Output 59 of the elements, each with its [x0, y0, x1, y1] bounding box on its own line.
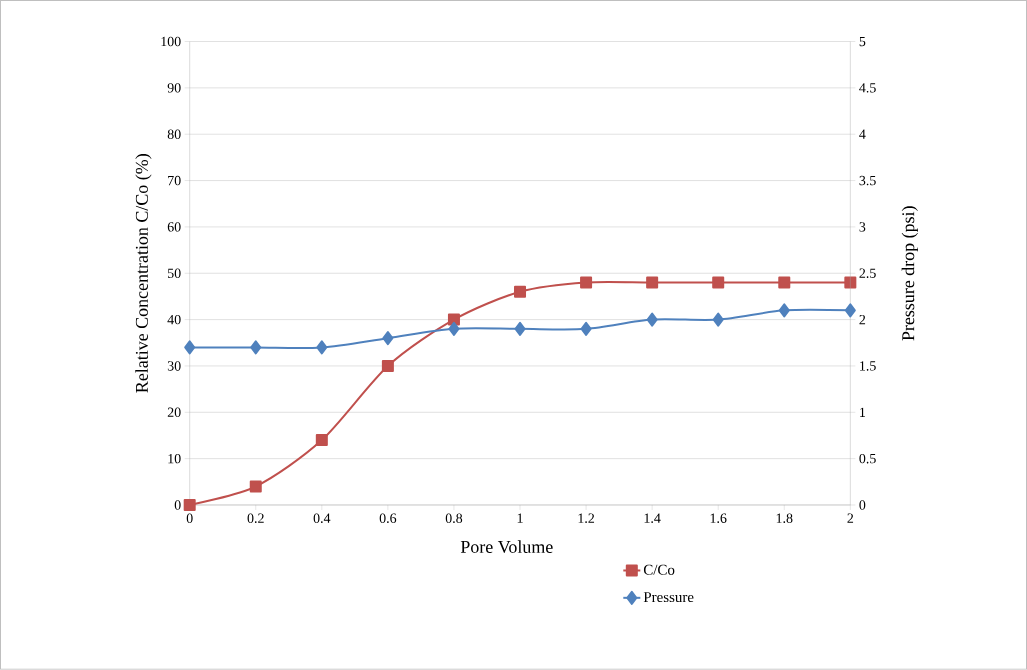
y2-tick-label: 3.5: [859, 176, 876, 186]
point: [580, 276, 593, 289]
point: [580, 322, 592, 337]
point: [315, 434, 328, 447]
point: [646, 276, 659, 289]
point: [844, 276, 857, 289]
point: [382, 331, 394, 346]
y2-tick-label: 1.5: [860, 361, 876, 371]
x-tick-label: 1.4: [644, 513, 661, 524]
point: [514, 322, 526, 337]
legend-label: Pressure: [643, 592, 694, 603]
x-axis-title: Pore Volume: [460, 540, 553, 554]
y2-tick-label: 2.5: [859, 268, 876, 279]
y2-axis-title: Pressure drop (psi): [901, 206, 918, 341]
y2-tick-label: 4: [859, 129, 866, 139]
legend-label: C/Co: [643, 564, 675, 575]
y-tick-label: 40: [167, 315, 181, 325]
y-tick-label: 70: [168, 176, 181, 186]
point: [712, 312, 724, 327]
y2-tick-label: 5: [859, 37, 866, 47]
point: [646, 312, 658, 327]
y2-tick-label: 0.5: [859, 454, 876, 464]
point: [778, 303, 790, 318]
point: [183, 499, 196, 512]
x-tick-label: 1.8: [776, 513, 793, 524]
x-tick-label: 0.4: [313, 513, 331, 524]
point: [514, 285, 527, 298]
y2-tick-label: 2: [859, 315, 866, 325]
x-tick-label: 2: [847, 513, 854, 523]
x-tick-label: 0.2: [247, 513, 264, 524]
y-tick-label: 0: [174, 500, 181, 510]
y-tick-label: 30: [167, 361, 181, 371]
x-tick-label: 0.6: [379, 513, 397, 524]
x-tick-label: 1.2: [578, 513, 595, 524]
y-tick-label: 90: [167, 83, 181, 93]
y-tick-label: 50: [168, 268, 181, 279]
y-tick-label: 10: [168, 454, 181, 464]
y-axis-title: Relative Concentration C/Co (%): [135, 154, 152, 393]
point: [250, 340, 262, 355]
y2-tick-label: 3: [859, 222, 866, 232]
x-tick-label: 0: [186, 513, 193, 524]
x-tick-label: 0.8: [445, 513, 463, 524]
point: [844, 303, 856, 318]
x-tick-label: 1.6: [710, 513, 727, 524]
y-tick-label: 60: [167, 222, 181, 232]
y-tick-label: 80: [167, 129, 181, 140]
point: [184, 340, 196, 355]
point: [778, 276, 791, 289]
y2-tick-label: 1: [860, 407, 866, 418]
x-tick-label: 1: [517, 513, 523, 523]
point: [712, 276, 725, 289]
y2-tick-label: 4.5: [859, 83, 876, 93]
point: [316, 340, 328, 355]
point: [448, 322, 460, 337]
point: [249, 480, 262, 493]
y-tick-label: 100: [161, 36, 181, 47]
y-tick-label: 20: [167, 407, 181, 418]
point: [381, 360, 394, 373]
y2-tick-label: 0: [859, 500, 866, 510]
